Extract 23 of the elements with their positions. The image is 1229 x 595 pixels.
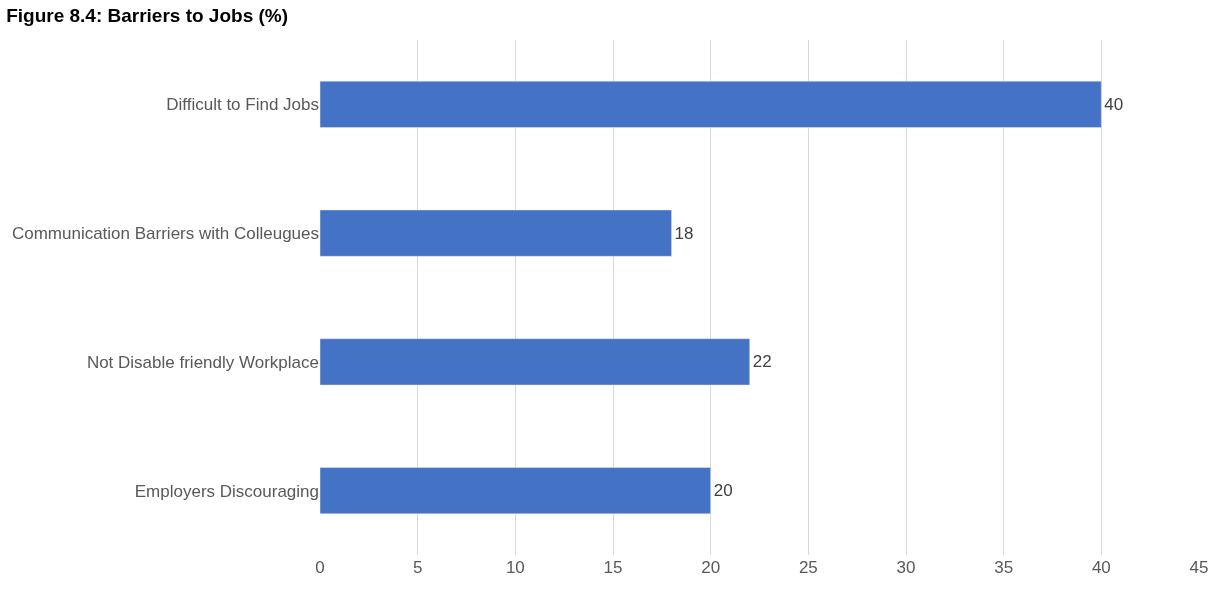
data-label: 20 — [713, 481, 733, 501]
y-tick-label: Employers Discouraging — [134, 481, 319, 501]
bar — [320, 80, 1102, 128]
x-tick-label: 20 — [701, 558, 721, 577]
x-tick-label: 15 — [603, 558, 623, 577]
x-tick-label: 30 — [896, 558, 916, 577]
x-tick-label: 45 — [1189, 558, 1209, 577]
bar — [320, 209, 672, 257]
bar — [320, 338, 750, 386]
y-tick-label: Difficult to Find Jobs — [166, 95, 319, 115]
y-tick-label: Not Disable friendly Workplace — [86, 352, 319, 372]
x-tick-label: 25 — [798, 558, 818, 577]
x-tick-label: 5 — [412, 558, 423, 577]
x-tick-label: 35 — [994, 558, 1014, 577]
data-label: 18 — [674, 223, 694, 243]
x-tick-label: 10 — [505, 558, 525, 577]
text: Figure 8.4: Barriers to Jobs (%) — [6, 5, 289, 27]
y-tick-label: Communication Barriers with Colleugues — [11, 224, 319, 244]
x-tick-label: 40 — [1091, 558, 1111, 577]
data-label: 22 — [752, 352, 772, 372]
bar — [320, 467, 711, 515]
x-tick-label: 0 — [315, 558, 325, 577]
data-label: 40 — [1104, 94, 1124, 114]
